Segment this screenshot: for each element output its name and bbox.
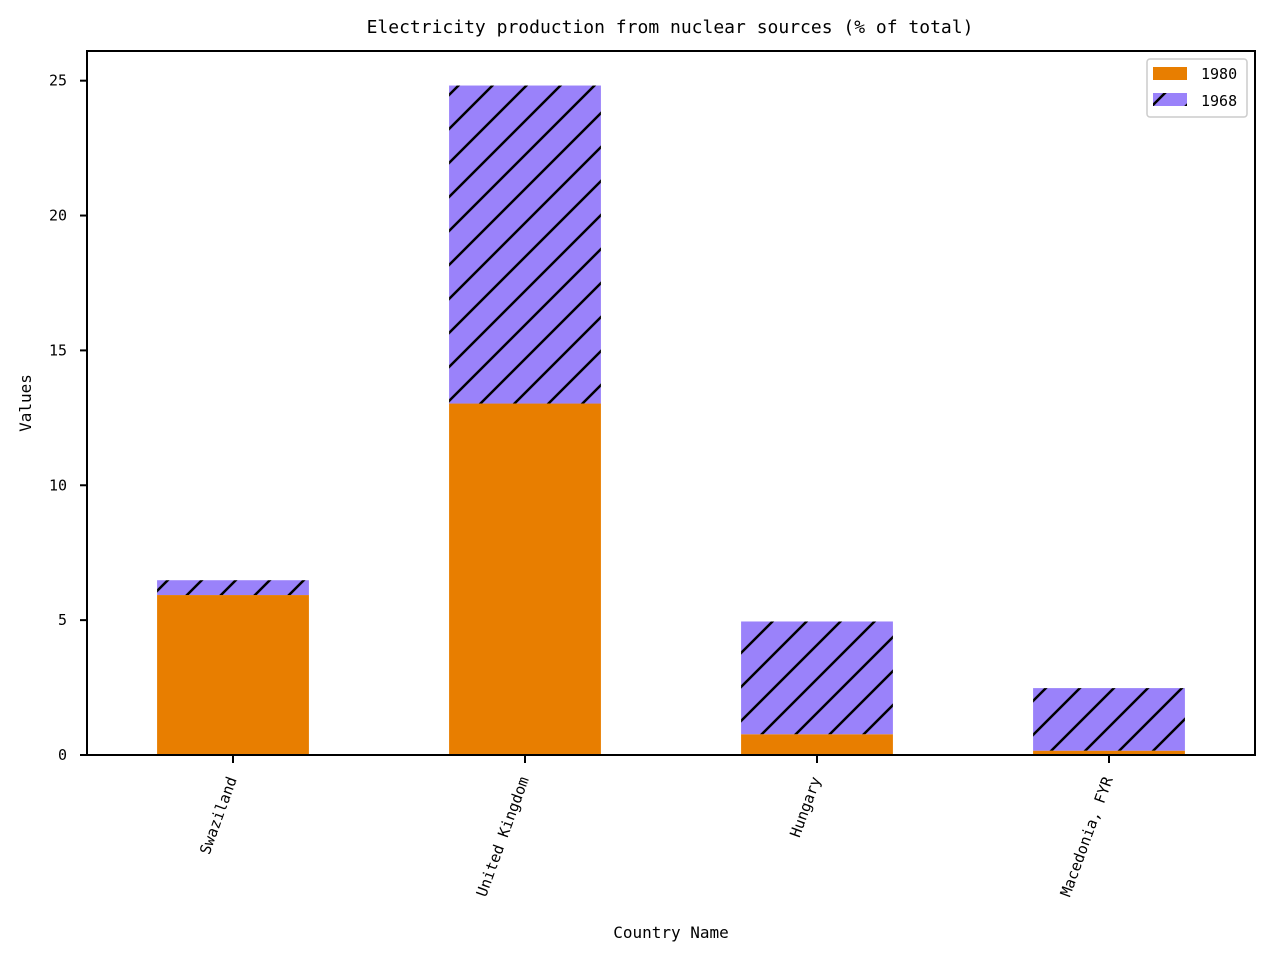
y-tick-label: 20 <box>49 207 67 225</box>
chart-title: Electricity production from nuclear sour… <box>367 17 974 38</box>
bar-1980-hungary <box>741 734 893 755</box>
y-tick-label: 15 <box>49 341 67 359</box>
x-tick-label-swaziland: Swaziland <box>196 774 241 857</box>
plot-frame <box>86 50 1256 756</box>
y-tick-label: 5 <box>58 611 67 629</box>
legend-swatch-1968 <box>1153 93 1187 106</box>
bar-1968-macedonia-fyr <box>1033 688 1185 751</box>
x-axis-ticks: Swaziland United Kingdom Hungary Macedonia,… <box>196 755 1117 899</box>
bar-1980-united-kingdom <box>449 403 601 755</box>
y-tick-label: 0 <box>58 746 67 764</box>
y-axis-label: Values <box>16 374 35 432</box>
y-axis-ticks: 0 5 10 15 20 25 <box>49 72 87 764</box>
x-axis-label: Country Name <box>613 923 729 942</box>
y-tick-label: 25 <box>49 72 67 90</box>
y-tick-label: 10 <box>49 476 67 494</box>
bar-1980-swaziland <box>157 595 309 755</box>
x-tick-label-macedonia-fyr: Macedonia, FYR <box>1057 773 1117 899</box>
bar-1968-hungary <box>741 621 893 735</box>
legend: 1980 1968 <box>1146 58 1248 118</box>
x-tick-label-united-kingdom: United Kingdom <box>473 774 533 899</box>
bar-1968-united-kingdom <box>449 85 601 404</box>
x-tick-label-hungary: Hungary <box>786 774 825 840</box>
bar-1980-macedonia-fyr <box>1033 750 1185 755</box>
bar-1968-swaziland <box>157 580 309 596</box>
legend-swatch-1980 <box>1153 67 1187 80</box>
legend-label-1980: 1980 <box>1201 65 1237 83</box>
legend-label-1968: 1968 <box>1201 92 1237 110</box>
bars-group <box>157 85 1185 755</box>
